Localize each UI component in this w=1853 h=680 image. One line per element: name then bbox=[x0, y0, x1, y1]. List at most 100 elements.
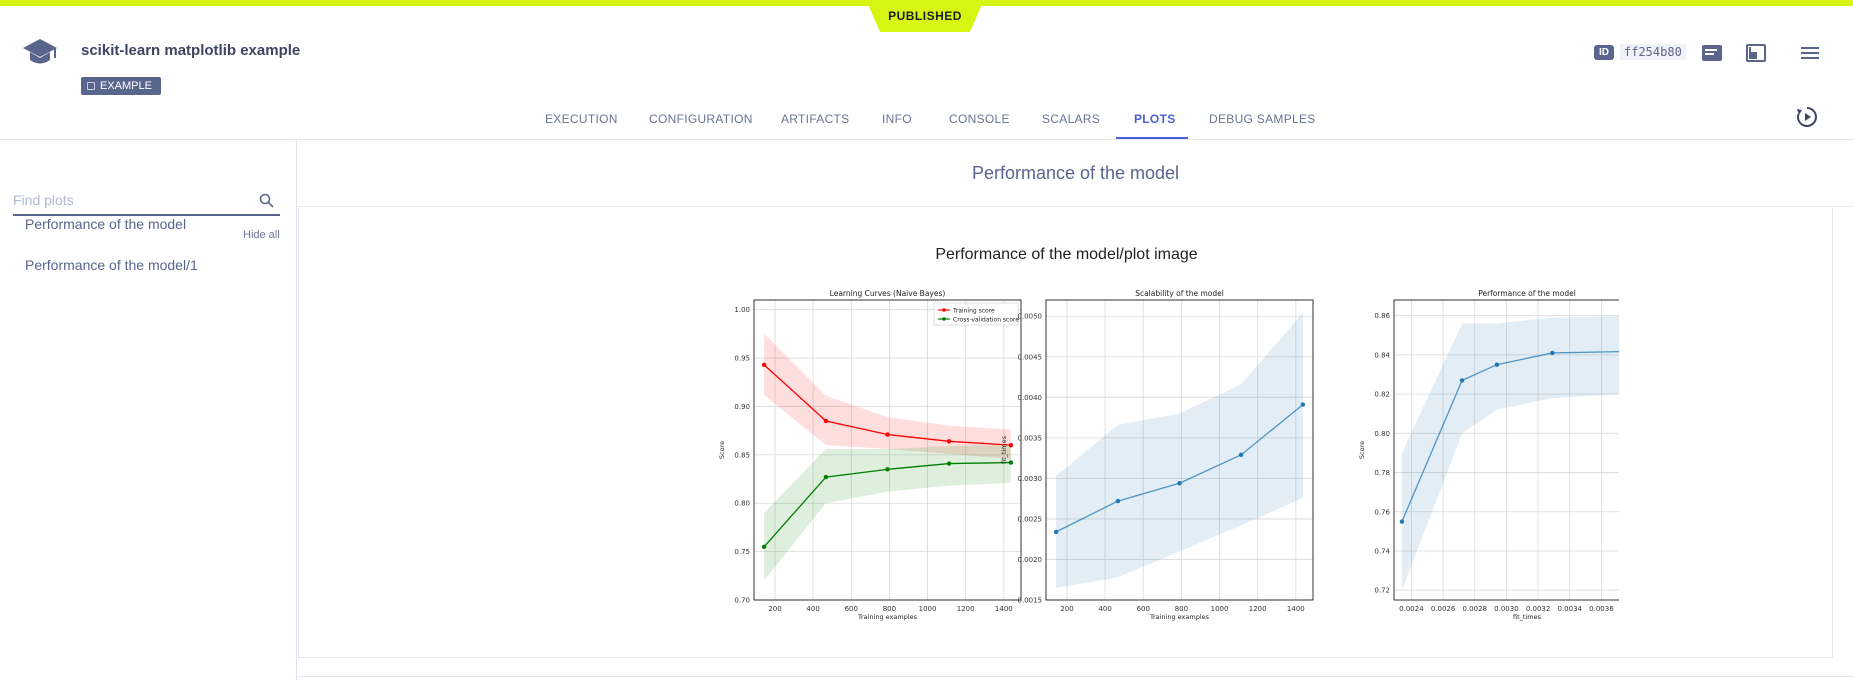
section-title: Performance of the model bbox=[298, 140, 1853, 207]
legend-label: Cross-validation score bbox=[953, 316, 1019, 323]
x-axis-label: fit_times bbox=[1513, 613, 1542, 621]
x-tick-label: 600 bbox=[1137, 605, 1150, 613]
y-tick-label: 0.0020 bbox=[1018, 556, 1043, 564]
x-tick-label: 200 bbox=[1060, 605, 1073, 613]
menu-icon[interactable] bbox=[1798, 42, 1822, 64]
y-tick-label: 0.0025 bbox=[1018, 515, 1043, 523]
x-axis-label: Training examples bbox=[857, 613, 918, 621]
tab-scalars[interactable]: SCALARS bbox=[1042, 112, 1101, 126]
data-point bbox=[1399, 519, 1405, 524]
x-tick-label: 1200 bbox=[957, 605, 975, 613]
tab-info[interactable]: INFO bbox=[882, 112, 912, 126]
y-tick-label: 0.90 bbox=[734, 403, 750, 411]
tab-configuration[interactable]: CONFIGURATION bbox=[649, 112, 753, 126]
search-icon[interactable] bbox=[259, 193, 274, 208]
chart-2: 200 400 600 800 1000 1200 1400 0.0015 0.0020 0.00… bbox=[1000, 289, 1314, 621]
x-tick-label: 800 bbox=[883, 605, 896, 613]
axes-frame bbox=[1393, 299, 1619, 601]
x-tick-label: 0.0026 bbox=[1431, 605, 1456, 613]
legend-label: Training score bbox=[952, 307, 995, 314]
plots-sidebar: Hide all Performance of the model Perfor… bbox=[0, 140, 297, 680]
data-point bbox=[761, 362, 767, 368]
data-point bbox=[1550, 350, 1555, 356]
x-tick-label: 0.0030 bbox=[1494, 605, 1519, 613]
x-tick-label: 0.0032 bbox=[1526, 605, 1551, 613]
y-tick-label: 0.0030 bbox=[1018, 475, 1043, 483]
confidence-band bbox=[764, 333, 1011, 459]
data-point bbox=[823, 418, 829, 424]
data-point bbox=[1053, 529, 1059, 535]
tag-label: EXAMPLE bbox=[100, 80, 152, 92]
data-point bbox=[761, 544, 767, 549]
tab-console[interactable]: CONSOLE bbox=[949, 112, 1010, 126]
y-tick-label: 0.80 bbox=[1374, 430, 1390, 438]
y-tick-label: 0.0015 bbox=[1018, 597, 1043, 605]
x-tick-label: 1000 bbox=[919, 605, 937, 613]
data-point bbox=[1494, 362, 1500, 367]
x-tick-label: 0.0024 bbox=[1399, 605, 1424, 613]
y-axis-label: fit_times bbox=[1000, 435, 1008, 464]
search-box bbox=[13, 188, 280, 216]
y-tick-label: 0.74 bbox=[1374, 547, 1390, 555]
id-badge: ID bbox=[1594, 44, 1614, 60]
data-point bbox=[1300, 402, 1306, 407]
y-tick-label: 0.0045 bbox=[1018, 353, 1043, 361]
sidebar-item-performance[interactable]: Performance of the model bbox=[25, 216, 187, 232]
data-point bbox=[885, 432, 890, 437]
x-tick-label: 1000 bbox=[1211, 605, 1229, 613]
legend-marker bbox=[942, 308, 946, 312]
y-tick-label: 0.0040 bbox=[1018, 394, 1043, 402]
tab-artifacts[interactable]: ARTIFACTS bbox=[781, 112, 850, 126]
y-tick-label: 0.78 bbox=[1374, 469, 1390, 477]
x-tick-label: 800 bbox=[1175, 605, 1188, 613]
auto-refresh-icon[interactable] bbox=[1796, 106, 1818, 128]
data-point bbox=[946, 461, 952, 466]
data-point bbox=[823, 474, 829, 480]
chart-title: Scalability of the model bbox=[1135, 289, 1224, 298]
graduation-cap-icon bbox=[23, 39, 57, 64]
legend-box bbox=[933, 302, 1019, 326]
search-input[interactable] bbox=[13, 188, 248, 212]
confidence-band bbox=[1401, 316, 1619, 591]
y-tick-label: 0.72 bbox=[1374, 587, 1390, 595]
y-tick-label: 0.85 bbox=[734, 451, 750, 459]
x-tick-label: 0.0036 bbox=[1589, 605, 1614, 613]
data-point bbox=[1459, 378, 1465, 383]
details-panel-icon[interactable] bbox=[1700, 42, 1724, 64]
confidence-band bbox=[1056, 312, 1303, 588]
data-point bbox=[1115, 498, 1121, 504]
y-tick-label: 0.84 bbox=[1374, 351, 1390, 359]
active-tab-indicator bbox=[1116, 137, 1188, 139]
tab-bar: EXECUTION CONFIGURATION ARTIFACTS INFO C… bbox=[0, 104, 1853, 140]
task-title: scikit-learn matplotlib example bbox=[81, 42, 301, 59]
layout-toggle-icon[interactable] bbox=[1744, 42, 1768, 64]
task-id[interactable]: ID ff254b80 bbox=[1594, 44, 1686, 60]
x-tick-label: 400 bbox=[806, 605, 819, 613]
x-tick-label: 1400 bbox=[1287, 605, 1305, 613]
sidebar-item-performance-1[interactable]: Performance of the model/1 bbox=[25, 257, 198, 273]
bottom-divider bbox=[298, 676, 1853, 677]
hide-all-link[interactable]: Hide all bbox=[243, 229, 280, 241]
x-tick-label: 0.0034 bbox=[1558, 605, 1583, 613]
plot-title: Performance of the model/plot image bbox=[935, 246, 1198, 263]
tab-plots[interactable]: PLOTS bbox=[1134, 112, 1176, 126]
axes-frame bbox=[753, 299, 1022, 601]
y-tick-label: 0.70 bbox=[734, 597, 750, 605]
chart-1: 200 400 600 800 1000 1200 1400 0.70 0.75 0.80 0.85… bbox=[718, 289, 1022, 621]
chart-title: Learning Curves (Naive Bayes) bbox=[830, 289, 946, 298]
y-tick-label: 0.82 bbox=[1374, 391, 1390, 399]
data-point bbox=[885, 467, 890, 472]
data-point bbox=[1008, 442, 1014, 448]
example-tag[interactable]: EXAMPLE bbox=[81, 77, 161, 95]
y-tick-label: 0.0050 bbox=[1018, 313, 1043, 321]
y-tick-label: 0.80 bbox=[734, 500, 750, 508]
y-tick-label: 0.0035 bbox=[1018, 434, 1043, 442]
x-tick-label: 0.0028 bbox=[1463, 605, 1488, 613]
tab-debug-samples[interactable]: DEBUG SAMPLES bbox=[1209, 112, 1316, 126]
tab-execution[interactable]: EXECUTION bbox=[545, 112, 618, 126]
x-tick-label: 400 bbox=[1098, 605, 1111, 613]
x-tick-label: 1200 bbox=[1249, 605, 1267, 613]
id-value: ff254b80 bbox=[1620, 44, 1686, 60]
status-badge: PUBLISHED bbox=[866, 0, 984, 32]
x-tick-label: 600 bbox=[845, 605, 858, 613]
